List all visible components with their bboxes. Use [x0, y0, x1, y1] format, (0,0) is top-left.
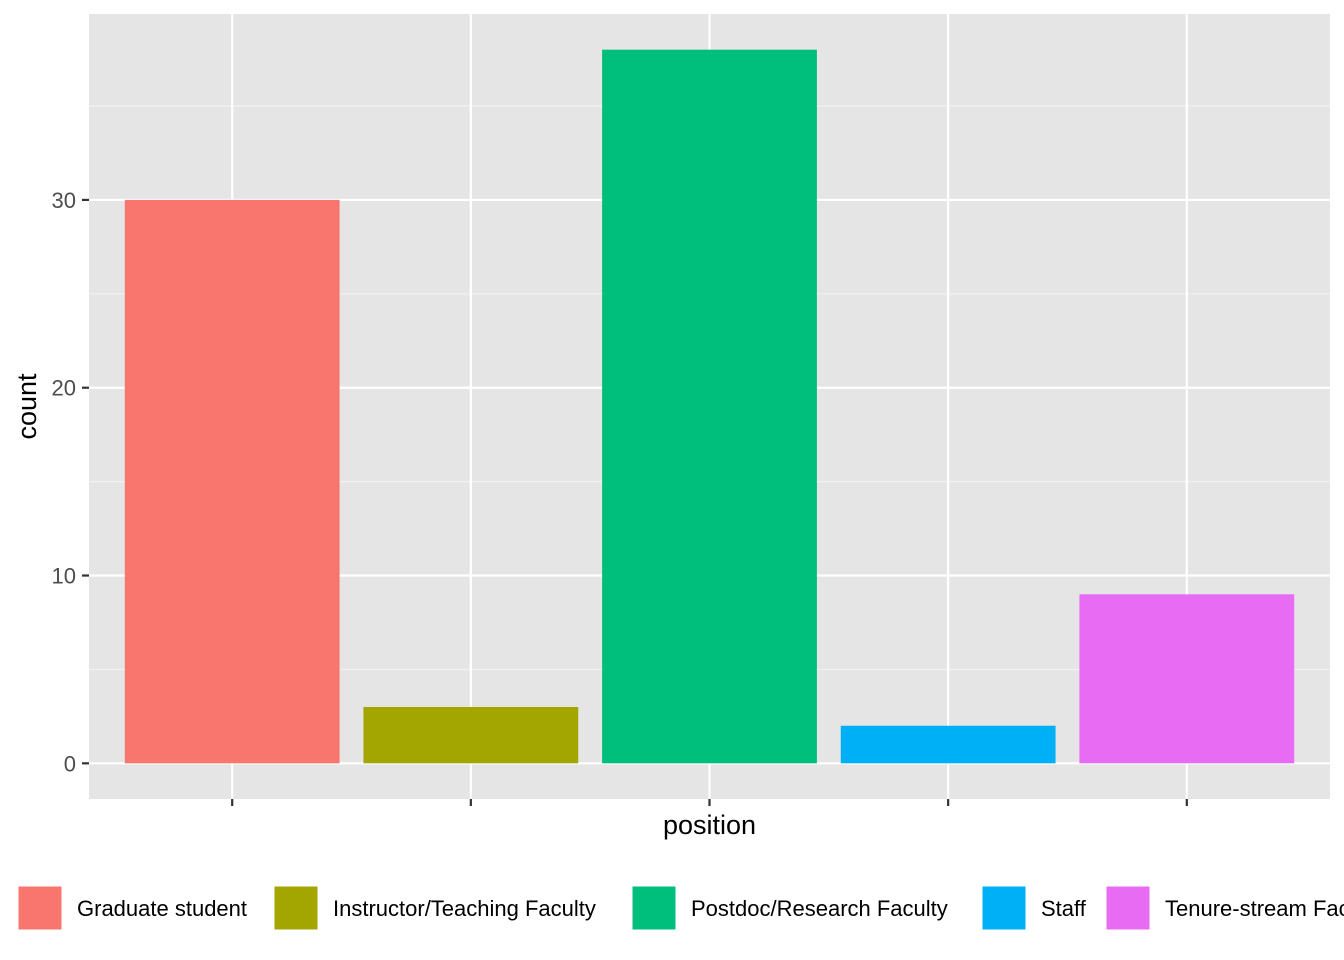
y-tick-label: 10 [52, 564, 76, 589]
y-tick-label: 30 [52, 188, 76, 213]
bar [363, 706, 579, 764]
x-axis-title: position [663, 810, 756, 840]
legend-key [273, 885, 319, 931]
legend: Graduate student Instructor/Teaching Facu… [17, 885, 1344, 931]
legend-label: Postdoc/Research Faculty [691, 896, 948, 921]
y-axis: 0 10 20 30 [52, 188, 89, 776]
bars [124, 49, 1295, 764]
bar [1079, 594, 1295, 764]
bar [602, 49, 817, 764]
legend-key [981, 885, 1027, 931]
bar [840, 725, 1056, 764]
legend-label: Tenure-stream Faculty [1165, 896, 1344, 921]
legend-label: Graduate student [77, 896, 247, 921]
bar [124, 199, 340, 764]
legend-key [631, 885, 677, 931]
y-axis-title: count [12, 373, 42, 440]
y-tick-label: 20 [52, 376, 76, 401]
y-tick-label: 0 [64, 751, 76, 776]
x-axis [231, 799, 1188, 806]
legend-label: Instructor/Teaching Faculty [333, 896, 596, 921]
legend-key [17, 885, 63, 931]
legend-key [1105, 885, 1151, 931]
legend-label: Staff [1041, 896, 1087, 921]
